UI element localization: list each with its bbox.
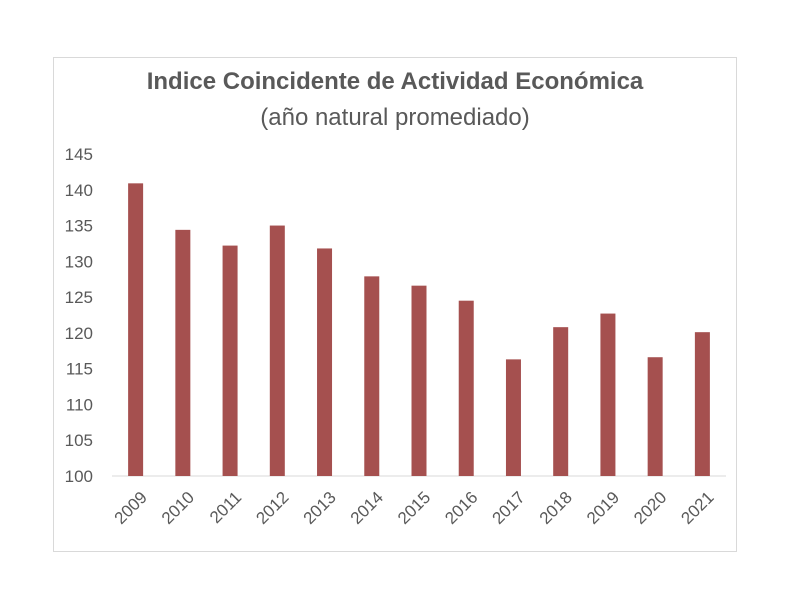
y-tick-label: 135: [65, 217, 93, 236]
bar-2021: [694, 332, 710, 476]
bar-2019: [600, 313, 616, 476]
bar-2013: [317, 248, 333, 476]
bar-2014: [364, 276, 380, 476]
x-tick-label: 2014: [347, 488, 387, 528]
chart-title: Indice Coincidente de Actividad Económic…: [146, 68, 644, 95]
y-tick-label: 115: [66, 360, 93, 379]
x-axis-ticks: 2009 2010 2011 2012 2013 2014 2015 2016 2017 2018…: [111, 488, 718, 528]
chart-frame: [53, 57, 737, 552]
bar-2018: [553, 327, 569, 476]
bar-2010: [175, 229, 191, 476]
x-tick-label: 2020: [630, 488, 670, 528]
chart-subtitle: (año natural promediado): [260, 104, 530, 131]
y-tick-label: 110: [66, 395, 93, 414]
y-axis-ticks: 100 105 110 115 120 125 130 135 140 145: [65, 145, 93, 486]
y-tick-label: 140: [65, 181, 93, 200]
x-tick-label: 2009: [111, 488, 151, 528]
x-tick-label: 2013: [300, 488, 340, 528]
bar-2009: [128, 183, 144, 477]
y-tick-label: 105: [65, 431, 93, 450]
y-tick-label: 120: [65, 324, 93, 343]
x-tick-label: 2018: [536, 488, 576, 528]
bars: [128, 183, 710, 477]
x-tick-label: 2012: [252, 488, 292, 528]
x-tick-label: 2019: [583, 488, 623, 528]
x-tick-label: 2021: [677, 488, 717, 528]
x-tick-label: 2010: [158, 488, 198, 528]
y-tick-label: 100: [65, 467, 93, 486]
bar-2016: [458, 300, 474, 476]
x-tick-label: 2016: [441, 488, 481, 528]
y-tick-label: 145: [65, 145, 93, 164]
x-tick-label: 2017: [489, 488, 529, 528]
y-tick-label: 130: [65, 252, 93, 271]
x-tick-label: 2015: [394, 488, 434, 528]
y-tick-label: 125: [65, 288, 93, 307]
bar-2011: [222, 245, 238, 476]
bar-2020: [647, 357, 663, 476]
x-tick-label: 2011: [206, 488, 245, 527]
bar-2015: [411, 285, 427, 476]
bar-2017: [505, 359, 521, 476]
bar-2012: [269, 225, 285, 476]
